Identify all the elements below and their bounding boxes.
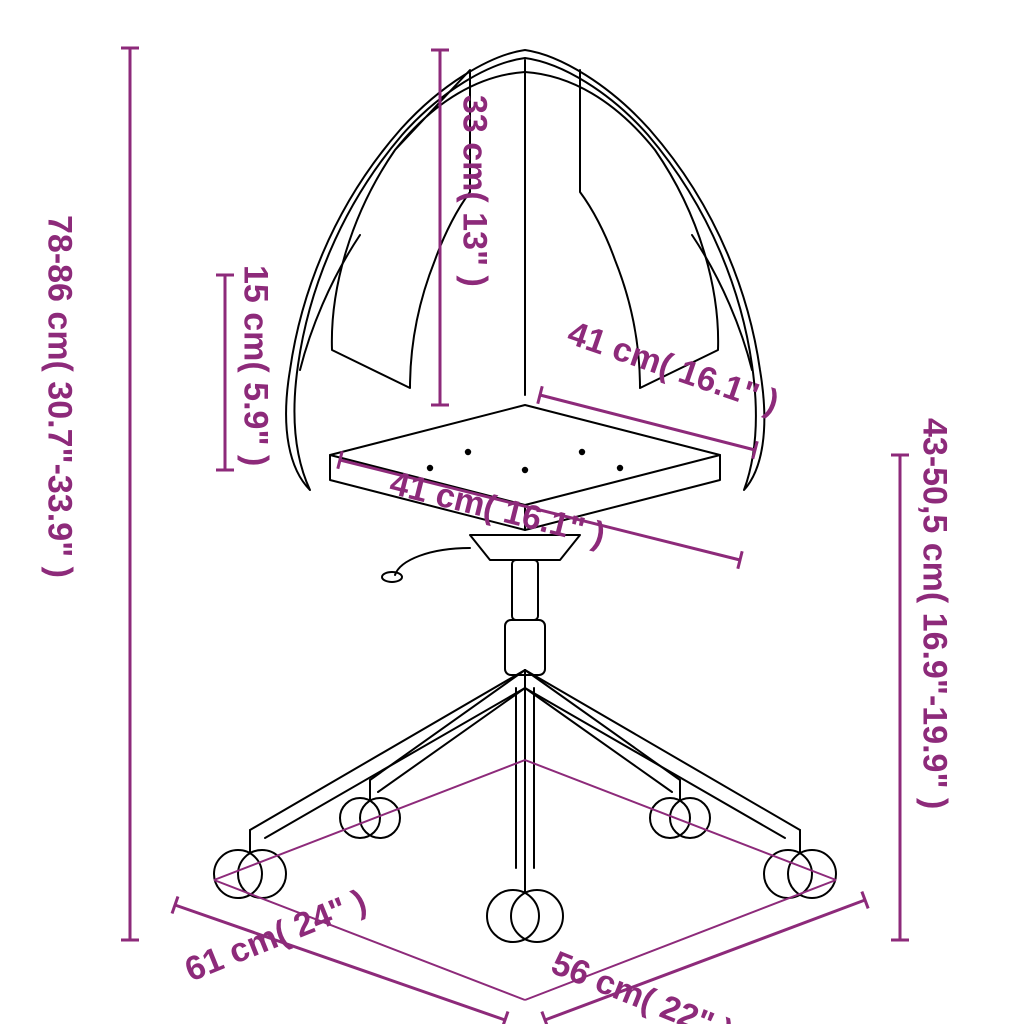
label-armrest-height: 15 cm( 5.9" ) xyxy=(236,265,273,466)
label-seat-floor-height: 43-50,5 cm( 16.9"-19.9" ) xyxy=(915,418,952,809)
label-backrest-height: 33 cm( 13" ) xyxy=(455,95,492,287)
dimension-diagram: 78-86 cm( 30.7"-33.9" ) 33 cm( 13" ) 15 … xyxy=(0,0,1024,1024)
label-total-height: 78-86 cm( 30.7"-33.9" ) xyxy=(40,215,77,578)
